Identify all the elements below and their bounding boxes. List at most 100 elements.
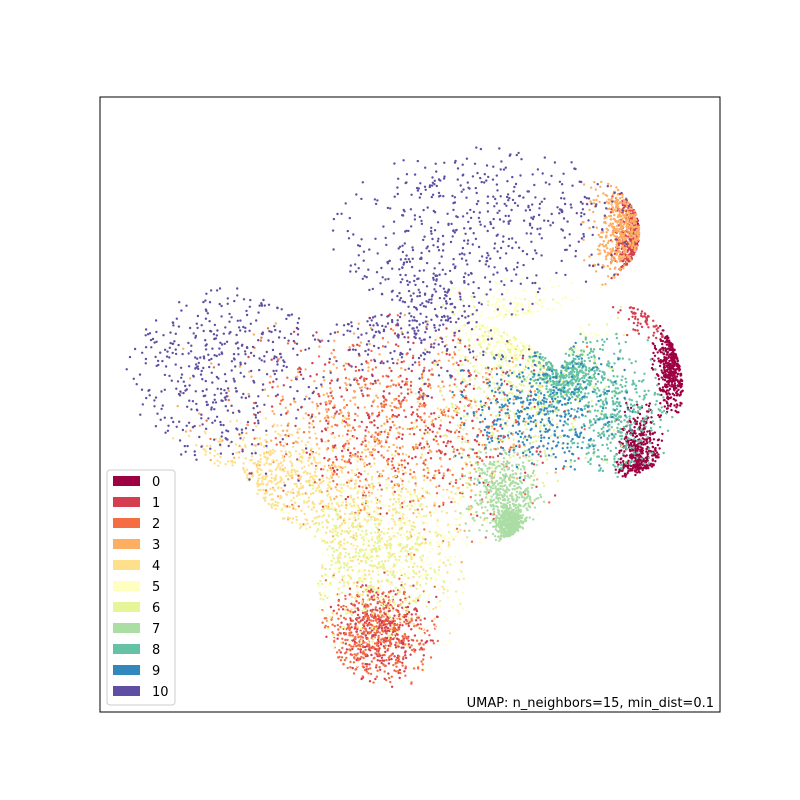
scatter-point-class-4 [450,490,453,494]
scatter-point-class-4 [367,569,371,573]
scatter-point-class-4 [246,473,249,477]
scatter-point-class-4 [403,521,406,525]
scatter-point-class-2 [422,468,425,471]
scatter-point-class-5 [435,473,439,477]
scatter-point-class-2 [397,344,400,348]
scatter-point-class-4 [311,502,315,505]
scatter-point-class-3 [345,460,348,464]
scatter-point-class-4 [329,469,333,472]
scatter-point-class-3 [385,415,388,419]
scatter-point-class-1 [539,450,542,453]
scatter-point-class-4 [348,512,352,515]
scatter-point-class-4 [392,485,395,489]
scatter-point-class-4 [349,487,352,490]
scatter-point-class-1 [364,429,367,432]
scatter-point-class-1 [376,593,380,596]
scatter-point-class-3 [622,267,625,270]
scatter-point-class-4 [335,488,339,491]
scatter-point-class-5 [399,573,402,576]
scatter-point-class-2 [400,459,403,462]
scatter-point-class-4 [328,466,331,469]
scatter-point-class-0 [671,366,674,369]
scatter-point-class-4 [292,504,295,508]
scatter-point-class-3 [605,231,608,234]
scatter-point-class-2 [383,619,386,622]
scatter-point-class-3 [598,200,601,204]
scatter-point-class-4 [394,523,397,526]
scatter-point-class-4 [288,450,291,454]
scatter-point-class-2 [430,423,434,426]
scatter-point-class-5 [365,522,368,525]
scatter-point-class-3 [363,506,366,509]
scatter-point-class-4 [171,437,175,440]
scatter-point-class-4 [338,510,342,513]
scatter-point-class-4 [350,469,354,472]
scatter-point-class-4 [400,465,404,469]
scatter-point-class-2 [368,623,371,626]
scatter-point-class-1 [625,258,629,261]
scatter-point-class-4 [325,531,328,534]
scatter-point-class-4 [337,475,340,479]
scatter-point-class-1 [632,211,635,215]
scatter-point-class-5 [381,546,385,549]
scatter-point-class-4 [278,468,282,471]
scatter-point-class-2 [419,416,422,419]
scatter-point-class-2 [383,670,386,673]
scatter-point-class-3 [380,424,383,427]
scatter-point-class-3 [286,429,289,432]
scatter-point-class-4 [364,448,368,452]
scatter-point-class-2 [376,644,379,647]
scatter-point-class-4 [374,444,377,447]
scatter-point-class-3 [588,255,591,258]
scatter-point-class-3 [620,228,623,232]
scatter-point-class-4 [328,480,331,484]
scatter-point-class-4 [259,458,262,461]
scatter-point-class-5 [467,510,470,513]
scatter-point-class-4 [333,572,336,575]
scatter-point-class-3 [494,470,497,473]
scatter-point-class-3 [258,464,261,467]
scatter-points [125,146,684,688]
scatter-point-class-1 [325,419,328,422]
scatter-point-class-4 [237,456,241,459]
scatter-point-class-4 [290,464,294,467]
scatter-point-class-1 [320,468,323,471]
scatter-point-class-4 [307,505,310,508]
scatter-point-class-5 [400,536,404,540]
scatter-point-class-1 [415,419,418,422]
scatter-point-class-2 [349,660,352,664]
scatter-point-class-3 [606,228,610,232]
scatter-point-class-5 [459,516,462,519]
scatter-point-class-2 [470,540,474,543]
scatter-point-class-1 [373,419,376,422]
scatter-point-class-2 [368,591,372,594]
scatter-point-class-0 [628,419,631,422]
scatter-point-class-4 [370,492,374,495]
scatter-point-class-4 [302,417,305,420]
scatter-point-class-1 [470,464,473,467]
scatter-point-class-2 [417,361,421,364]
scatter-point-class-3 [588,208,591,212]
scatter-point-class-5 [461,591,464,595]
scatter-point-class-4 [296,428,300,431]
scatter-point-class-0 [661,342,664,346]
scatter-point-class-3 [296,441,299,444]
scatter-point-class-3 [227,389,230,393]
scatter-point-class-4 [413,475,417,478]
scatter-point-class-2 [352,661,356,664]
scatter-point-class-4 [305,480,308,483]
scatter-point-class-2 [469,513,473,516]
scatter-point-class-1 [398,613,401,616]
scatter-point-class-3 [597,233,600,237]
scatter-point-class-4 [310,475,314,478]
scatter-point-class-2 [302,431,306,434]
scatter-point-class-4 [278,480,282,483]
scatter-point-class-1 [396,362,399,365]
scatter-point-class-5 [440,503,443,506]
scatter-point-class-3 [478,428,481,431]
scatter-point-class-3 [340,458,344,461]
scatter-point-class-3 [611,247,615,250]
scatter-point-class-3 [626,208,629,211]
scatter-point-class-3 [238,365,242,368]
scatter-point-class-3 [625,226,629,229]
